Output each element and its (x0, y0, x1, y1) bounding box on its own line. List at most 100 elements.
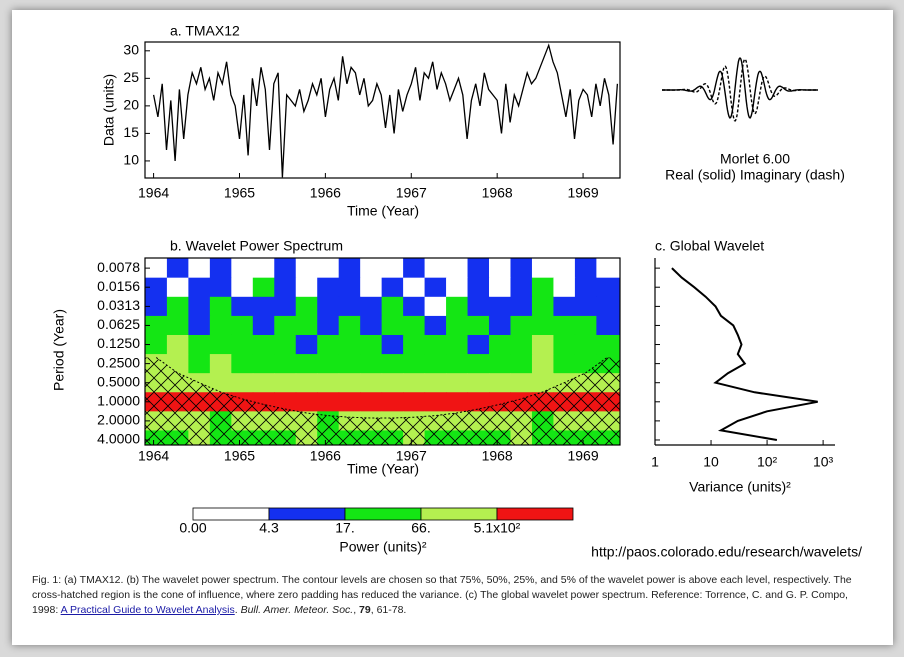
power-cell (295, 296, 318, 317)
x-tick-label: 10² (757, 454, 778, 470)
power-cell (531, 354, 554, 374)
power-cell (166, 258, 189, 279)
power-cell (446, 315, 469, 336)
power-cell (209, 373, 232, 393)
power-cell (446, 334, 469, 355)
colorbar-segment (344, 507, 422, 521)
power-cell (317, 315, 340, 336)
x-tick-label: 1969 (567, 185, 598, 201)
power-cell (596, 315, 620, 336)
x-axis-label: Time (Year) (347, 461, 419, 477)
power-cell (424, 354, 447, 374)
power-cell (145, 296, 168, 317)
x-tick-label: 1969 (567, 448, 598, 464)
x-axis-label: Variance (units)² (689, 479, 791, 495)
power-cell (467, 334, 490, 355)
y-tick-label: 2.0000 (97, 412, 140, 428)
morlet-subtitle: Real (solid) Imaginary (dash) (665, 167, 845, 183)
power-cell (510, 373, 533, 393)
morlet-real (662, 56, 818, 119)
x-tick-label: 1966 (310, 185, 341, 201)
cone-of-influence (155, 357, 608, 419)
power-cell (381, 334, 404, 355)
power-cell (274, 354, 297, 374)
colorbar-tick-label: 17. (335, 520, 354, 536)
power-cell (531, 315, 554, 336)
power-cell (166, 354, 189, 374)
power-cell (553, 315, 576, 336)
power-cell (145, 258, 168, 279)
power-cell (145, 277, 168, 298)
power-cell (467, 373, 490, 393)
y-tick-label: 15 (123, 124, 139, 140)
power-cell (424, 334, 447, 355)
colorbar-tick-label: 0.00 (179, 520, 206, 536)
power-cell (360, 334, 383, 355)
colorbar-label: Power (units)² (339, 539, 426, 555)
power-cell (317, 334, 340, 355)
power-cell (553, 354, 576, 374)
power-cell (510, 296, 533, 317)
power-cell (403, 296, 426, 317)
power-cell (274, 296, 297, 317)
power-cell (274, 392, 297, 412)
y-tick-label: 4.0000 (97, 431, 140, 447)
power-cell (274, 258, 297, 279)
power-cell (209, 277, 232, 298)
caption-text: , (353, 604, 360, 616)
coi-hatch (145, 357, 620, 445)
data-line (152, 43, 619, 178)
power-cell (338, 277, 361, 298)
power-cell (531, 334, 554, 355)
power-cell (209, 334, 232, 355)
power-cell (338, 334, 361, 355)
power-cell (531, 277, 554, 298)
power-cell (596, 296, 620, 317)
power-cell (295, 392, 318, 412)
y-tick-label: 0.0625 (97, 316, 140, 332)
x-tick-label: 1966 (310, 448, 341, 464)
source-url: http://paos.colorado.edu/research/wavele… (591, 544, 862, 560)
power-cell (166, 296, 189, 317)
power-cell (338, 354, 361, 374)
power-cell (166, 315, 189, 336)
power-cell (274, 315, 297, 336)
power-cell (295, 354, 318, 374)
power-cell (231, 296, 254, 317)
power-cell (317, 354, 340, 374)
panel-title: b. Wavelet Power Spectrum (170, 238, 343, 254)
power-cell (403, 392, 426, 412)
power-cell (403, 277, 426, 298)
power-cell (531, 373, 554, 393)
y-tick-label: 30 (123, 42, 139, 58)
power-cell (446, 277, 469, 298)
y-tick-label: 0.1250 (97, 335, 140, 351)
power-cell (338, 373, 361, 393)
power-cell (274, 277, 297, 298)
power-cell (403, 354, 426, 374)
y-tick-label: 0.0313 (97, 297, 140, 313)
caption-text: , 61-78. (370, 604, 407, 616)
power-cell (381, 354, 404, 374)
y-tick-label: 25 (123, 69, 139, 85)
power-cell (274, 334, 297, 355)
power-cell (574, 258, 597, 279)
power-cell (467, 392, 490, 412)
power-cell (446, 296, 469, 317)
colorbar-segment (192, 507, 270, 521)
power-cell (231, 258, 254, 279)
power-cell (446, 354, 469, 374)
power-cell (381, 277, 404, 298)
y-tick-label: 0.0156 (97, 278, 140, 294)
power-cell (596, 277, 620, 298)
power-cell (489, 258, 511, 279)
morlet-title: Morlet 6.00 (720, 151, 790, 167)
power-cell (360, 277, 383, 298)
power-cell (360, 392, 383, 412)
power-cell (295, 373, 318, 393)
reference-link[interactable]: A Practical Guide to Wavelet Analysis (60, 604, 235, 616)
power-cell (381, 392, 404, 412)
power-cell (252, 334, 275, 355)
power-cell (510, 315, 533, 336)
power-cell (489, 334, 511, 355)
